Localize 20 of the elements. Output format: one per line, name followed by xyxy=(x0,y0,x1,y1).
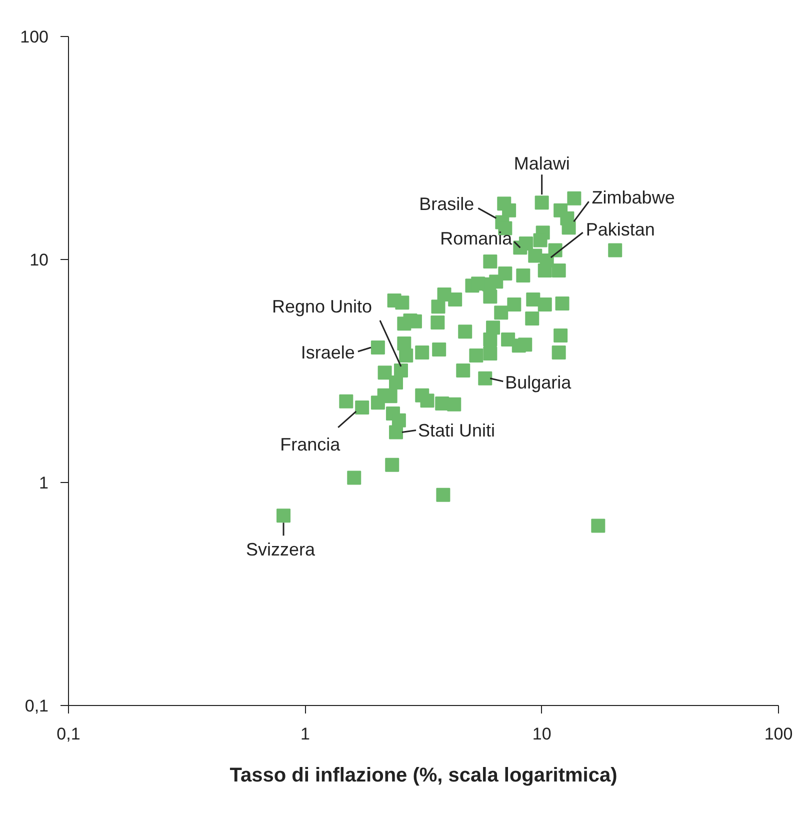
x-axis-title: Tasso di inflazione (%, scala logaritmica) xyxy=(230,764,618,786)
y-tick-label: 1 xyxy=(39,474,49,492)
annotation: Francia xyxy=(280,434,342,454)
y-tick-label: 100 xyxy=(20,28,49,46)
x-tick-label: 0,1 xyxy=(56,724,80,744)
annotation: Svizzera xyxy=(246,540,316,560)
x-tick-label: 10 xyxy=(532,724,552,744)
annotation: Malawi xyxy=(514,154,570,174)
annotation: Romania xyxy=(440,228,514,249)
annotation: Pakistan xyxy=(586,219,655,240)
annotation: Stati Uniti xyxy=(418,420,496,440)
y-tick-label: 10 xyxy=(30,250,49,270)
annotation: Israele xyxy=(300,342,355,363)
x-tick-label: 1 xyxy=(300,724,310,744)
annotation: Zimbabwe xyxy=(592,188,675,208)
annotation: Brasile xyxy=(419,194,474,214)
annotation: Bulgaria xyxy=(505,372,572,392)
annotation: Regno Unito xyxy=(272,296,372,316)
y-tick-label: 0,1 xyxy=(24,696,49,716)
x-tick-label: 100 xyxy=(764,724,793,744)
